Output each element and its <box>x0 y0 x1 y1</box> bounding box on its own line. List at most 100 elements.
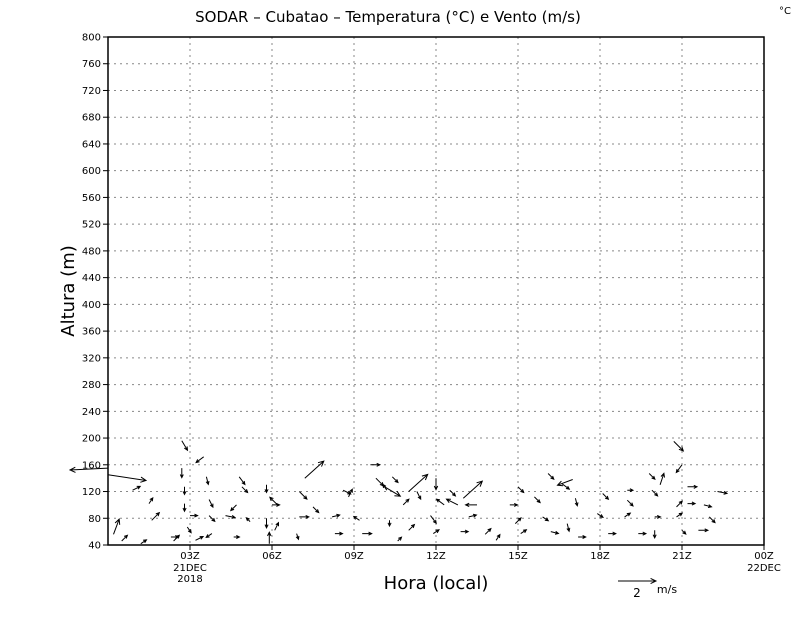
wind-vector <box>382 483 388 491</box>
y-tick-label: 280 <box>82 380 101 391</box>
wind-vector <box>245 516 251 522</box>
wind-vector <box>402 498 410 506</box>
wind-vector <box>445 498 459 506</box>
wind-vector <box>509 502 519 507</box>
wind-vector <box>408 523 416 531</box>
y-tick-label: 640 <box>82 139 101 150</box>
wind-vector <box>264 518 269 529</box>
wind-vector <box>556 479 573 487</box>
wind-vector <box>627 488 635 493</box>
y-tick-label: 760 <box>82 59 101 70</box>
wind-vector <box>334 531 344 536</box>
wind-vector <box>464 502 477 508</box>
x-tick-year-label: 2018 <box>177 574 202 585</box>
wind-vector <box>229 504 237 512</box>
x-axis-label: Hora (local) <box>384 573 489 594</box>
wind-vector <box>708 516 716 524</box>
corner-unit-label: °C <box>779 6 791 17</box>
wind-vector <box>468 513 478 518</box>
wind-vector <box>241 486 249 494</box>
wind-vector <box>703 504 713 508</box>
wind-vector <box>717 490 729 495</box>
wind-vector <box>602 493 610 500</box>
y-tick-label: 720 <box>82 86 101 97</box>
wind-vector <box>681 529 687 535</box>
wind-vector <box>173 534 181 542</box>
y-tick-label: 800 <box>82 33 101 44</box>
wind-vector <box>295 533 300 541</box>
wind-vector <box>267 531 272 544</box>
y-tick-label: 520 <box>82 220 101 231</box>
y-tick-label: 240 <box>82 407 101 418</box>
y-tick-label: 40 <box>88 541 101 552</box>
wind-vector <box>566 523 571 533</box>
wind-vector <box>264 484 269 494</box>
y-tick-label: 160 <box>82 460 101 471</box>
wind-vector <box>462 480 484 499</box>
wind-vector <box>195 535 205 541</box>
y-tick-label: 80 <box>88 514 101 525</box>
grid-lines <box>108 37 764 545</box>
x-tick-label: 00Z <box>754 551 774 562</box>
wind-vector <box>433 529 440 535</box>
reference-vector: 2 m/s <box>618 577 677 600</box>
x-tick-label: 18Z <box>590 551 610 562</box>
wind-vector <box>186 526 192 534</box>
wind-vector <box>542 516 550 522</box>
wind-vector <box>391 476 399 484</box>
wind-vector <box>430 515 437 525</box>
wind-vector <box>225 515 237 519</box>
wind-vector <box>561 483 571 490</box>
wind-vector <box>352 515 360 521</box>
wind-vector <box>362 531 373 536</box>
wind-vector <box>624 512 632 518</box>
wind-vector <box>495 533 501 541</box>
reference-vector-unit: m/s <box>657 583 677 596</box>
wind-vectors <box>68 440 729 545</box>
wind-vector <box>238 476 246 486</box>
y-axis-ticks: 40 80 120 160 200 240 280 320 360 400 440 480 520 560… <box>82 33 108 552</box>
x-tick-date-label: 21DEC <box>173 563 207 574</box>
reference-vector-arrow <box>618 577 658 585</box>
x-tick-label: 12Z <box>426 551 446 562</box>
wind-vector <box>370 462 382 467</box>
wind-vector <box>348 488 353 498</box>
wind-vector <box>648 473 656 481</box>
wind-vector <box>132 485 142 491</box>
x-tick-label: 21Z <box>672 551 692 562</box>
wind-vector <box>179 468 184 479</box>
wind-vector <box>638 531 648 536</box>
wind-vector <box>652 530 657 540</box>
y-axis-label: Altura (m) <box>58 245 79 337</box>
wind-vector <box>659 472 665 485</box>
wind-vector <box>433 478 439 491</box>
wind-vector <box>416 491 422 501</box>
reference-vector-value: 2 <box>633 586 641 600</box>
wind-vector <box>547 473 555 481</box>
wind-vector <box>484 527 492 535</box>
wind-vector <box>578 535 587 539</box>
y-tick-label: 440 <box>82 273 101 284</box>
y-tick-label: 400 <box>82 300 101 311</box>
y-tick-label: 480 <box>82 246 101 257</box>
wind-vector <box>550 530 560 535</box>
x-tick-label: 06Z <box>262 551 282 562</box>
wind-vector <box>205 533 213 539</box>
wind-vector <box>205 476 210 486</box>
wind-vector <box>121 534 129 542</box>
wind-vector <box>687 501 697 506</box>
wind-vector <box>190 513 199 518</box>
x-tick-label: 09Z <box>344 551 364 562</box>
y-tick-label: 120 <box>82 487 101 498</box>
wind-vector <box>140 539 148 545</box>
y-tick-label: 320 <box>82 353 101 364</box>
wind-vector <box>233 535 241 539</box>
y-tick-label: 200 <box>82 434 101 445</box>
wind-vector <box>597 513 604 519</box>
wind-vector <box>435 498 445 506</box>
wind-vector <box>331 513 341 518</box>
chart-title: SODAR – Cubatao – Temperatura (°C) e Ven… <box>195 8 581 26</box>
wind-vector <box>517 486 525 494</box>
